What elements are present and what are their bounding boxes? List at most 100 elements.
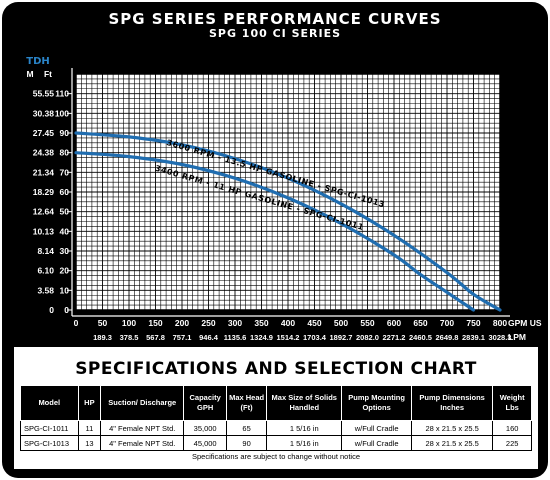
spec-header-suction: Suction/ Discharge: [100, 385, 185, 421]
spec-cell-dimensions: 28 x 21.5 x 25.5: [410, 420, 494, 436]
spec-cell-model: SPG-CI-1013: [20, 435, 79, 451]
spec-title: SPECIFICATIONS AND SELECTION CHART: [75, 359, 477, 379]
spec-cell-mounting: w/Full Cradle: [341, 420, 412, 436]
y-units-right: Ft: [44, 69, 52, 79]
spec-header-max-head: Max Head (Ft): [225, 385, 268, 421]
spec-header-weight: Weight Lbs: [492, 385, 532, 421]
table-row: SPG-CI-1011 11 4" Female NPT Std. 35,000…: [20, 420, 532, 436]
x-tick-label-gpm: 450: [307, 318, 321, 328]
x-tick-label-gpm: 600: [387, 318, 401, 328]
spec-cell-solids: 1 5/16 in: [266, 420, 343, 436]
x-tick-label-lpm: 1324.9: [250, 333, 273, 342]
x-tick-label-gpm: 550: [360, 318, 374, 328]
x-tick-label-lpm: 2271.2: [383, 333, 406, 342]
x-tick-label-lpm: 2649.8: [436, 333, 459, 342]
x-tick-label-lpm: 2460.5: [409, 333, 432, 342]
y-tick-label-ft: 60: [60, 187, 70, 197]
x-tick-label-gpm: 750: [466, 318, 480, 328]
spec-cell-model: SPG-CI-1011: [20, 420, 79, 436]
spec-cell-capacity: 35,000: [183, 420, 227, 436]
spec-header-row: Model HP Suction/ Discharge Capacity GPH…: [20, 385, 532, 421]
grid-layer: [75, 73, 501, 311]
y-tick-label-ft: 110: [55, 89, 69, 99]
spec-cell-hp: 11: [77, 420, 102, 436]
spec-cell-suction: 4" Female NPT Std.: [100, 420, 185, 436]
y-tick-label-ft: 70: [60, 167, 70, 177]
y-tick-label-ft: 0: [64, 305, 69, 315]
chart-title: SPG SERIES PERFORMANCE CURVES: [108, 10, 442, 28]
y-tick-label-ft: 20: [60, 266, 70, 276]
performance-curve: [74, 151, 476, 312]
y-tick-label-m: 3.58: [37, 285, 54, 295]
x-tick-label-gpm: 650: [413, 318, 427, 328]
y-tick-label-m: 8.14: [37, 246, 54, 256]
spec-cell-mounting: w/Full Cradle: [341, 435, 412, 451]
spec-cell-max-head: 90: [225, 435, 268, 451]
x-tick-label-gpm: 700: [440, 318, 454, 328]
y-tick-label-ft: 30: [60, 246, 70, 256]
y-tick-label-ft: 90: [60, 128, 70, 138]
x-tick-label-lpm: 567.8: [146, 333, 165, 342]
y-tick-label-m: 18.29: [33, 187, 55, 197]
plot-border: [75, 73, 501, 311]
y-tick-label-m: 27.45: [33, 128, 55, 138]
x-tick-label-gpm: 250: [201, 318, 215, 328]
spec-cell-suction: 4" Female NPT Std.: [100, 435, 185, 451]
x-tick-label-gpm: 100: [122, 318, 136, 328]
spec-header-mounting: Pump Mounting Options: [341, 385, 412, 421]
spec-cell-hp: 13: [77, 435, 102, 451]
x-units-primary: GPM US: [508, 318, 542, 328]
x-tick-label-lpm: 1892.7: [330, 333, 353, 342]
spec-cell-dimensions: 28 x 21.5 x 25.5: [410, 435, 494, 451]
x-tick-label-lpm: 2082.0: [356, 333, 379, 342]
y-tick-label-m: 24.38: [33, 148, 55, 158]
spec-panel: SPECIFICATIONS AND SELECTION CHART Model…: [14, 347, 538, 469]
y-tick-label-m: 12.64: [33, 207, 55, 217]
x-tick-label-gpm: 300: [228, 318, 242, 328]
y-tick-label-m: 55.55: [33, 89, 55, 99]
spec-cell-capacity: 45,000: [183, 435, 227, 451]
spec-header-model: Model: [20, 385, 79, 421]
y-tick-label-ft: 40: [60, 226, 70, 236]
spec-header-solids: Max Size of Solids Handled: [266, 385, 343, 421]
x-tick-label-lpm: 946.4: [199, 333, 219, 342]
spec-table: Model HP Suction/ Discharge Capacity GPH…: [20, 385, 532, 451]
performance-curve: [74, 131, 502, 312]
spec-cell-max-head: 65: [225, 420, 268, 436]
x-units-secondary: LPM: [508, 332, 526, 342]
spec-cell-solids: 1 5/16 in: [266, 435, 343, 451]
x-tick-label-gpm: 350: [254, 318, 268, 328]
x-tick-label-gpm: 800: [493, 318, 507, 328]
table-row: SPG-CI-1013 13 4" Female NPT Std. 45,000…: [20, 435, 532, 451]
y-tick-label-ft: 80: [60, 148, 70, 158]
x-tick-label-gpm: 150: [148, 318, 162, 328]
x-tick-label-gpm: 0: [74, 318, 79, 328]
spec-header-dimensions: Pump Dimensions Inches: [410, 385, 494, 421]
spec-cell-weight: 160: [492, 420, 532, 436]
spec-header-hp: HP: [77, 385, 102, 421]
y-tick-label-ft: 100: [55, 108, 69, 118]
y-tick-label-m: 21.34: [33, 167, 55, 177]
y-tick-label-m: 0: [49, 305, 54, 315]
x-tick-label-lpm: 189.3: [93, 333, 112, 342]
x-tick-label-lpm: 1514.2: [277, 333, 300, 342]
x-tick-label-lpm: 1703.4: [303, 333, 327, 342]
x-tick-label-gpm: 400: [281, 318, 295, 328]
y-tick-label-m: 6.10: [37, 266, 54, 276]
chart-subtitle: SPG 100 CI SERIES: [208, 27, 342, 40]
x-tick-label-lpm: 378.5: [120, 333, 139, 342]
x-tick-label-gpm: 200: [175, 318, 189, 328]
x-tick-label-lpm: 757.1: [173, 333, 192, 342]
spec-header-capacity: Capacity GPH: [183, 385, 227, 421]
y-axis-title: TDH: [26, 56, 50, 67]
y-tick-label-ft: 50: [60, 207, 70, 217]
spec-note: Specifications are subject to change wit…: [191, 452, 361, 461]
y-tick-label-ft: 10: [60, 285, 70, 295]
x-tick-label-gpm: 50: [98, 318, 108, 328]
x-tick-label-lpm: 1135.6: [224, 333, 247, 342]
y-tick-label-m: 10.13: [33, 226, 55, 236]
x-tick-label-lpm: 3028.3: [489, 333, 512, 342]
